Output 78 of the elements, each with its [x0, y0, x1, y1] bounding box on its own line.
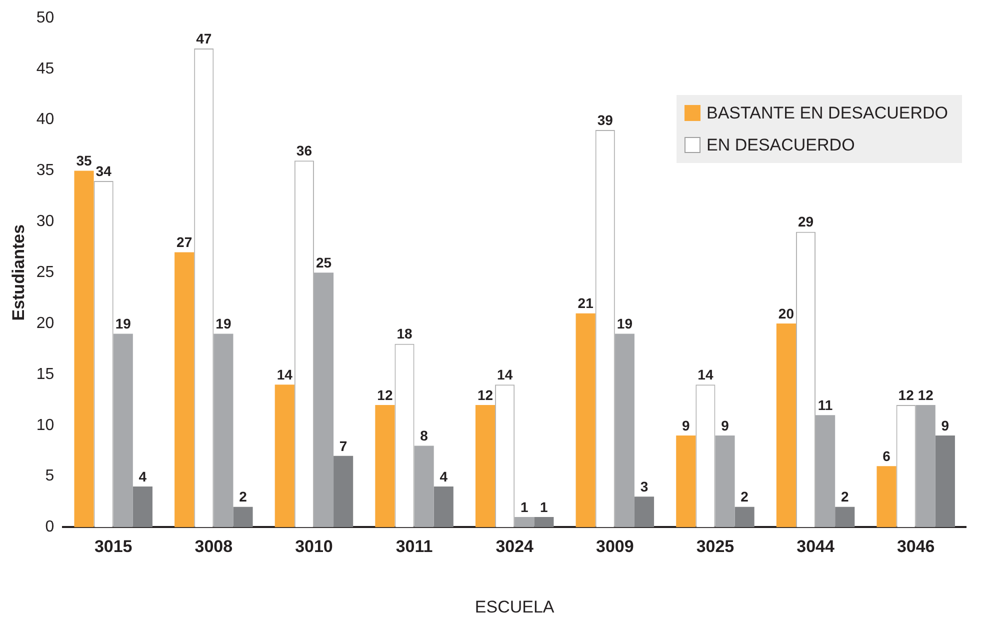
data-label: 12 [918, 386, 934, 403]
data-label: 9 [941, 417, 950, 434]
data-label: 8 [420, 428, 428, 444]
y-tick-label: 10 [36, 416, 54, 434]
data-label: 1 [540, 498, 548, 515]
y-tick-label: 0 [45, 518, 54, 536]
bar [74, 170, 94, 528]
bar [876, 466, 896, 528]
y-tick-label: 35 [36, 162, 54, 180]
data-label: 19 [616, 316, 633, 332]
data-label: 21 [578, 295, 594, 312]
bar [274, 384, 294, 528]
bar [375, 404, 395, 528]
data-label: 36 [296, 142, 312, 158]
data-label: 9 [721, 417, 730, 434]
data-label: 35 [76, 152, 92, 169]
data-label: 2 [239, 488, 248, 505]
data-label: 12 [898, 386, 914, 403]
y-tick-label: 15 [36, 366, 54, 383]
data-label: 1 [520, 498, 528, 515]
data-label: 19 [216, 316, 232, 332]
data-label: 25 [316, 254, 332, 270]
data-label: 3 [640, 478, 648, 495]
data-label: 14 [698, 366, 714, 382]
data-label: 12 [377, 386, 393, 403]
bar [935, 436, 955, 528]
bar [776, 324, 796, 528]
bar [334, 456, 354, 528]
data-label: 14 [497, 366, 513, 382]
x-tick-label: 3046 [896, 537, 935, 556]
data-label: 2 [740, 488, 749, 505]
bar [676, 436, 696, 528]
y-axis-title: Estudiantes [8, 224, 28, 321]
data-label: 39 [597, 112, 614, 128]
bar [734, 506, 754, 528]
data-label: 29 [798, 214, 814, 230]
data-label: 19 [115, 316, 132, 332]
x-tick-label: 3025 [696, 537, 734, 556]
bar [576, 313, 596, 528]
bar [434, 486, 454, 528]
legend-label: BASTANTE EN DESACUERDO [706, 104, 948, 123]
y-tick-label: 25 [36, 264, 54, 282]
y-tick-label: 5 [45, 468, 54, 485]
y-tick-label: 40 [36, 111, 54, 128]
data-label: 34 [96, 162, 112, 179]
x-tick-label: 3009 [596, 537, 634, 556]
y-tick-label: 45 [36, 60, 54, 78]
bar [174, 252, 194, 528]
data-label: 14 [276, 366, 293, 382]
y-tick-label: 30 [36, 213, 54, 230]
y-tick-label: 50 [36, 9, 54, 26]
data-label: 20 [778, 305, 794, 322]
x-tick-label: 3044 [796, 537, 835, 556]
x-tick-label: 3024 [496, 537, 534, 556]
data-label: 9 [682, 417, 690, 434]
data-label: 18 [396, 326, 413, 342]
data-label: 47 [196, 30, 212, 46]
x-axis-title: ESCUELA [474, 597, 555, 616]
bar [534, 517, 554, 528]
y-tick-label: 20 [36, 314, 54, 332]
x-tick-label: 3015 [94, 537, 132, 556]
data-label: 2 [840, 488, 849, 505]
data-label: 4 [440, 468, 448, 484]
bar [132, 486, 152, 528]
data-label: 27 [176, 234, 192, 250]
legend-label: EN DESACUERDO [706, 136, 855, 155]
data-label: 6 [882, 448, 891, 464]
data-label: 12 [477, 386, 494, 403]
x-tick-label: 3008 [194, 537, 233, 556]
data-label: 11 [818, 397, 833, 414]
data-label: 4 [138, 468, 147, 484]
x-tick-label: 3010 [295, 537, 333, 556]
bar [634, 496, 654, 528]
x-tick-label: 3011 [396, 537, 433, 556]
bar [475, 404, 496, 528]
bar [233, 506, 253, 528]
data-label: 7 [339, 438, 348, 454]
bar [835, 506, 855, 528]
